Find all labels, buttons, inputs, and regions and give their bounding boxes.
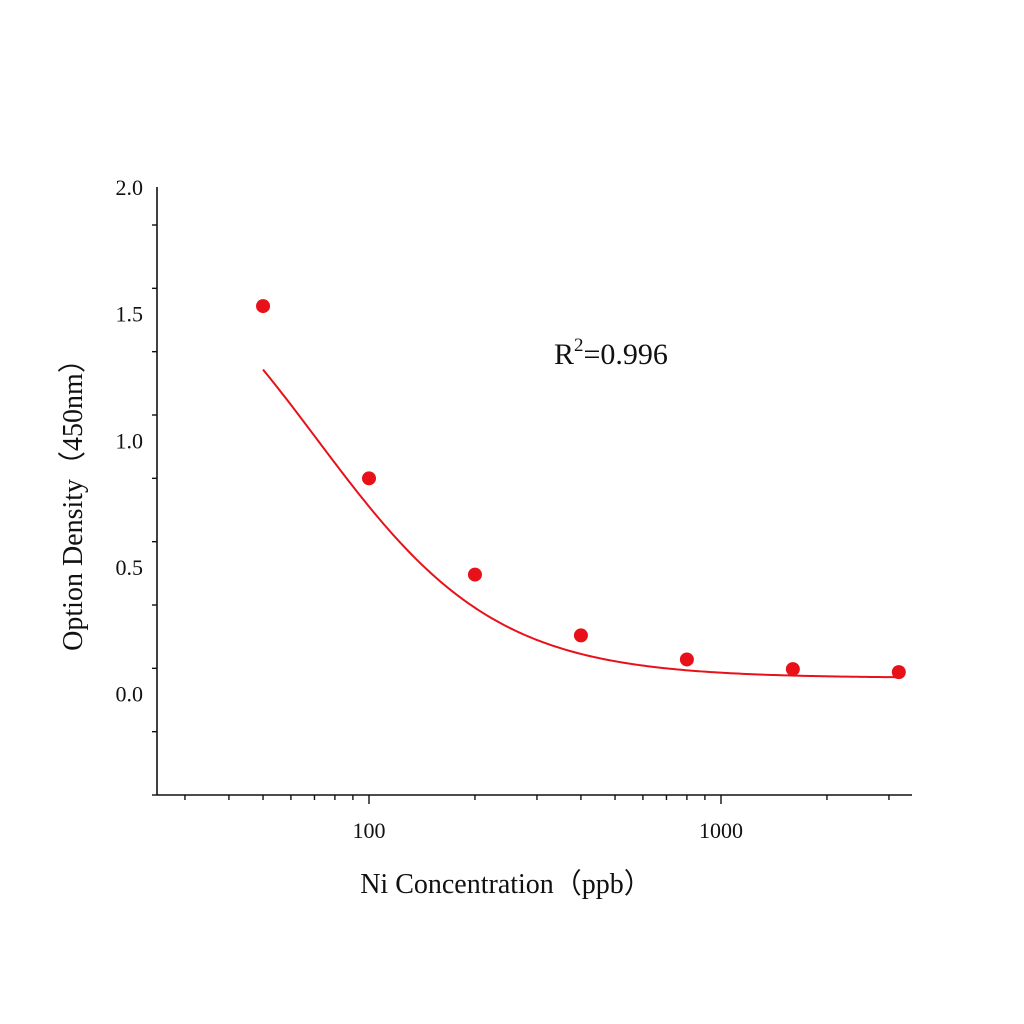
x-ticks bbox=[184, 795, 890, 804]
x-tick-label: 100 bbox=[353, 818, 386, 843]
data-point bbox=[679, 652, 694, 667]
r-squared-value: =0.996 bbox=[584, 338, 668, 371]
r-squared-base: R bbox=[554, 338, 574, 371]
r-squared-annotation: R2=0.996 bbox=[554, 335, 668, 371]
x-tick-label: 1000 bbox=[699, 818, 743, 843]
y-tick-label: 2.0 bbox=[116, 175, 144, 200]
x-axis-title: Ni Concentration（ppb） bbox=[360, 868, 652, 900]
data-point bbox=[891, 665, 906, 680]
data-point bbox=[573, 628, 588, 643]
data-point bbox=[256, 299, 271, 314]
data-point bbox=[467, 567, 482, 582]
y-tick-labels: 0.0 0.5 1.0 1.5 2.0 bbox=[116, 175, 144, 707]
y-ticks bbox=[152, 224, 157, 796]
data-point bbox=[362, 471, 376, 486]
y-tick-label: 1.5 bbox=[116, 302, 144, 327]
y-axis-title: Option Density（450nm） bbox=[57, 345, 89, 651]
x-tick-labels: 100 1000 bbox=[353, 818, 744, 843]
data-points bbox=[256, 299, 906, 680]
r-squared-sup: 2 bbox=[574, 335, 584, 356]
y-tick-label: 0.5 bbox=[116, 555, 144, 580]
y-tick-label: 1.0 bbox=[116, 428, 144, 453]
data-point bbox=[785, 662, 800, 677]
y-tick-label: 0.0 bbox=[116, 682, 144, 707]
